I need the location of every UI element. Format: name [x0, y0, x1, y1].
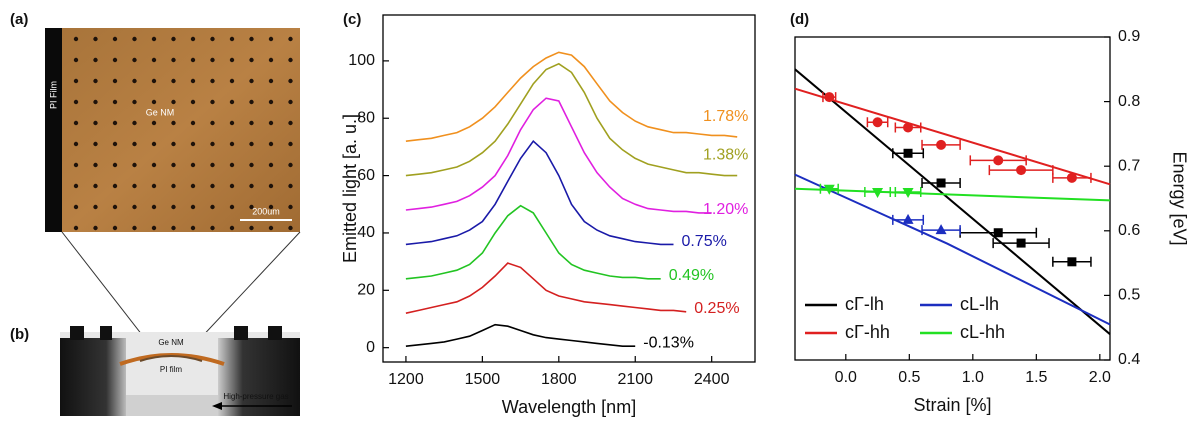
y-tick-label: 40	[357, 224, 375, 241]
y-axis-label: Energy [eV]	[1169, 151, 1189, 245]
y-tick-label: 0.6	[1118, 222, 1140, 239]
data-point	[993, 228, 1003, 238]
spectrum-line	[405, 62, 738, 177]
y-tick-label: 60	[357, 167, 375, 184]
y-tick-label: 0.5	[1118, 287, 1140, 304]
ge-membrane	[139, 355, 203, 362]
y-tick-label: 0.9	[1118, 28, 1140, 45]
x-tick-label: 1500	[465, 371, 501, 388]
y-tick-label: 0.4	[1118, 351, 1140, 368]
y-tick-label: 0.7	[1118, 157, 1140, 174]
plot-frame	[794, 36, 1111, 361]
fit-line	[794, 87, 1111, 186]
clamp-bolt	[100, 326, 112, 340]
clamp-block	[218, 338, 300, 416]
spectrum-line	[405, 97, 712, 214]
series-label: -0.13%	[643, 335, 694, 352]
material-label: Ge NM	[158, 338, 184, 347]
y-tick-label: 80	[357, 109, 375, 126]
series-label: 1.20%	[703, 201, 748, 218]
panel-label: (c)	[343, 11, 361, 28]
x-tick-label: 1800	[541, 371, 577, 388]
clamp-bolt	[268, 326, 282, 340]
data-point	[993, 155, 1004, 166]
legend-label: cL-lh	[960, 294, 999, 314]
series-label: 0.75%	[681, 233, 726, 250]
data-point	[935, 224, 947, 235]
scale-label: 200um	[252, 206, 280, 216]
spectrum-line	[405, 51, 738, 142]
panel-label: (d)	[790, 11, 809, 28]
clamp-bolt	[234, 326, 248, 340]
y-tick-label: 0	[366, 339, 375, 356]
y-tick-label: 100	[348, 52, 375, 69]
panel-label: (a)	[10, 11, 28, 28]
series-label: 1.78%	[703, 108, 748, 125]
data-point	[936, 139, 947, 150]
hole-array	[62, 28, 300, 232]
series-label: 1.38%	[703, 147, 748, 164]
spectrum-line	[405, 262, 687, 314]
fit-line	[794, 68, 1111, 335]
data-point	[872, 188, 884, 199]
y-tick-label: 20	[357, 282, 375, 299]
data-point	[872, 117, 883, 128]
data-point	[1016, 165, 1027, 176]
x-axis-label: Strain [%]	[913, 395, 991, 415]
fit-line	[794, 187, 1111, 202]
y-tick-label: 0.8	[1118, 93, 1140, 110]
x-tick-label: 1200	[388, 371, 424, 388]
x-tick-label: 1.5	[1025, 369, 1047, 386]
x-axis-label: Wavelength [nm]	[502, 397, 636, 417]
data-point	[902, 188, 914, 199]
legend-label: cΓ-lh	[845, 294, 884, 314]
data-point	[903, 148, 913, 158]
x-tick-label: 1.0	[962, 369, 984, 386]
material-label: Ge NM	[146, 107, 175, 117]
clamp-block	[60, 338, 126, 416]
data-point	[1067, 257, 1077, 267]
clamp-bolt	[70, 326, 84, 340]
spectrum-line	[405, 323, 636, 347]
legend-label: cΓ-hh	[845, 322, 890, 342]
plot-frame	[382, 14, 756, 363]
series-label: 0.25%	[694, 300, 739, 317]
series-label: 0.49%	[669, 267, 714, 284]
x-tick-label: 2400	[694, 371, 730, 388]
x-tick-label: 0.5	[898, 369, 920, 386]
data-point	[823, 184, 835, 195]
fit-line	[794, 173, 1111, 326]
data-point	[903, 122, 914, 133]
y-axis-label: Emitted light [a. u.]	[340, 114, 360, 263]
gas-channel	[126, 395, 218, 416]
spectrum-line	[405, 140, 674, 246]
data-point	[936, 178, 946, 188]
film-label: PI Film	[48, 81, 58, 109]
spectrum-line	[405, 204, 661, 280]
data-point	[1066, 172, 1077, 183]
data-point	[1016, 238, 1026, 248]
gas-arrow-head	[212, 402, 222, 410]
x-tick-label: 2.0	[1089, 369, 1111, 386]
film-strip	[45, 28, 62, 232]
legend-label: cL-hh	[960, 322, 1005, 342]
film-label: PI film	[160, 365, 183, 374]
data-point	[902, 213, 914, 224]
x-tick-label: 0.0	[835, 369, 857, 386]
gas-label: High-pressure gas	[223, 392, 288, 401]
data-point	[824, 92, 835, 103]
x-tick-label: 2100	[617, 371, 653, 388]
panel-label: (b)	[10, 326, 29, 343]
